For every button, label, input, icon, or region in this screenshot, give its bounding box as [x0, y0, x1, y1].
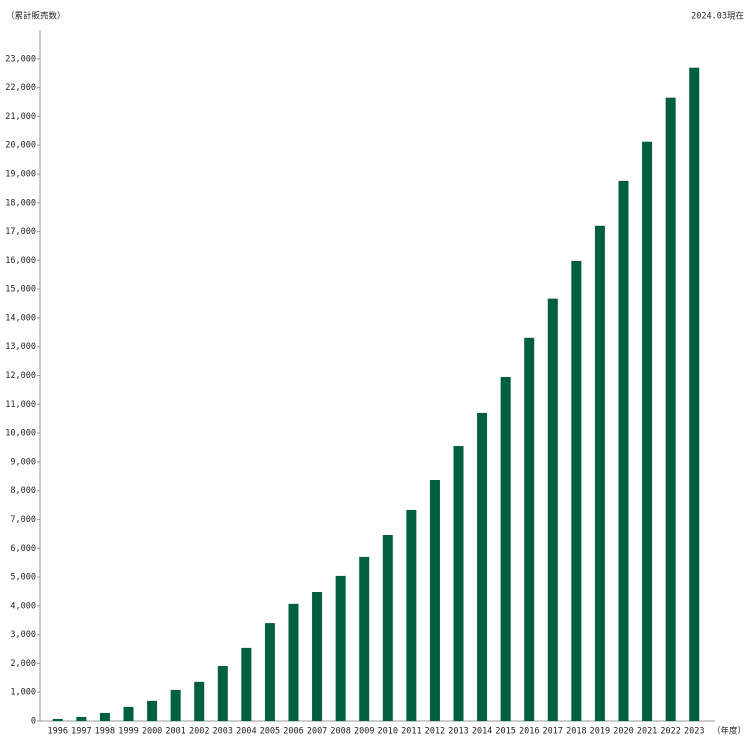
x-tick-label: 2019: [590, 727, 610, 737]
y-tick-label: 5,000: [10, 573, 36, 583]
bar: [429, 480, 440, 721]
x-tick-label: 2016: [519, 727, 539, 737]
x-tick-label: 1998: [95, 727, 115, 737]
y-tick-label: 7,000: [10, 515, 36, 525]
y-tick-label: 9,000: [10, 457, 36, 467]
y-tick-label: 17,000: [5, 227, 36, 237]
y-tick-label: 22,000: [5, 83, 36, 93]
bar: [241, 647, 252, 721]
x-tick-label: 2017: [543, 727, 563, 737]
note: 2024.03現在: [691, 11, 744, 22]
x-tick-label: 1999: [118, 727, 138, 737]
x-tick-label: 2001: [165, 727, 185, 737]
y-tick-label: 1,000: [10, 688, 36, 698]
x-tick-label: 2010: [378, 727, 398, 737]
bar: [217, 666, 228, 721]
y-tick-label: 6,000: [10, 544, 36, 554]
bar: [453, 446, 464, 721]
x-tick-label: 2008: [330, 727, 350, 737]
x-tick-label: 2000: [142, 727, 162, 737]
bar: [406, 509, 417, 721]
y-tick-label: 19,000: [5, 169, 36, 179]
x-tick-label: 2009: [354, 727, 374, 737]
x-tick-label: 2018: [566, 727, 586, 737]
x-tick-label: 2002: [189, 727, 209, 737]
y-tick-label: 20,000: [5, 141, 36, 151]
bar: [359, 556, 370, 721]
y-tick-label: 11,000: [5, 400, 36, 410]
y-tick-label: 18,000: [5, 198, 36, 208]
x-tick-label: 2011: [401, 727, 421, 737]
y-tick-label: 23,000: [5, 54, 36, 64]
bar: [312, 592, 323, 721]
y-axis-label: （累計販売数）: [6, 11, 66, 22]
x-tick-label: 2003: [213, 727, 233, 737]
x-tick-label: 2006: [283, 727, 303, 737]
x-tick-label: 2013: [448, 727, 468, 737]
bar: [147, 700, 158, 721]
bar: [382, 535, 393, 721]
bar: [335, 575, 346, 721]
x-tick-label: 1997: [71, 727, 91, 737]
x-tick-label: 2015: [495, 727, 515, 737]
y-tick-label: 3,000: [10, 630, 36, 640]
y-tick-label: 8,000: [10, 486, 36, 496]
y-tick-label: 13,000: [5, 342, 36, 352]
bar: [477, 412, 488, 721]
bar: [170, 689, 181, 721]
y-tick-label: 14,000: [5, 313, 36, 323]
bar: [500, 376, 511, 721]
bar: [76, 716, 87, 721]
bar: [547, 298, 558, 721]
y-tick-label: 16,000: [5, 256, 36, 266]
bar: [99, 712, 110, 721]
y-tick-label: 15,000: [5, 285, 36, 295]
y-tick-label: 0: [31, 717, 36, 727]
x-tick-label: 2021: [637, 727, 657, 737]
y-tick-label: 2,000: [10, 659, 36, 669]
bar: [52, 718, 63, 721]
bar: [642, 141, 653, 721]
y-tick-label: 12,000: [5, 371, 36, 381]
bar: [665, 97, 676, 722]
x-tick-label: 2020: [613, 727, 633, 737]
bar: [123, 706, 134, 721]
bar: [689, 67, 700, 721]
x-tick-label: 2014: [472, 727, 492, 737]
x-tick-label: 2005: [260, 727, 280, 737]
bar: [524, 337, 535, 721]
bar: [571, 260, 582, 721]
y-tick-label: 21,000: [5, 112, 36, 122]
x-axis-label: （年度）: [712, 726, 746, 737]
x-tick-label: 2023: [684, 727, 704, 737]
x-tick-label: 1996: [48, 727, 68, 737]
bar: [288, 603, 299, 721]
y-tick-label: 10,000: [5, 429, 36, 439]
y-tick-label: 4,000: [10, 601, 36, 611]
bar: [264, 623, 275, 721]
x-tick-label: 2004: [236, 727, 256, 737]
x-tick-label: 2012: [425, 727, 445, 737]
x-tick-label: 2022: [660, 727, 680, 737]
bar: [594, 225, 605, 722]
bar: [194, 681, 205, 721]
x-tick-label: 2007: [307, 727, 327, 737]
bar: [618, 180, 629, 721]
